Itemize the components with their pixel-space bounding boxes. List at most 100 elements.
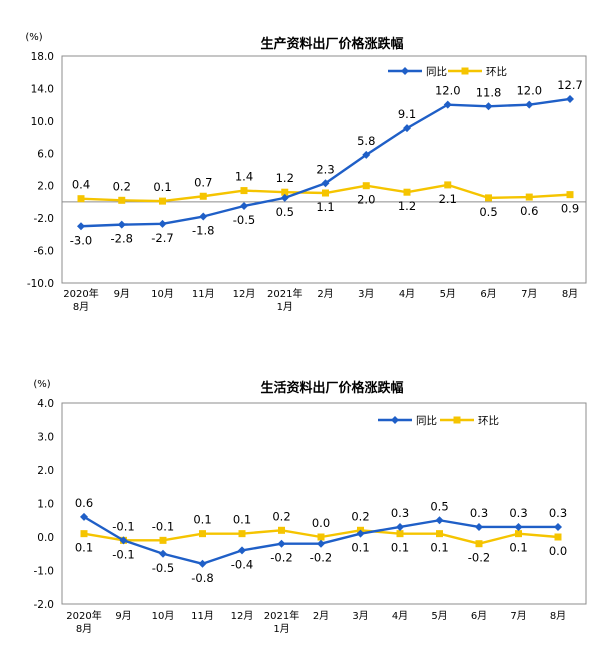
y-tick-label: -2.0 (34, 599, 55, 611)
data-point-yoy (525, 100, 534, 109)
x-tick-label: 9月 (115, 610, 131, 622)
x-tick-label: 2月 (317, 288, 333, 300)
x-tick-label: 5月 (440, 288, 456, 300)
data-label-mom: 2.0 (357, 193, 375, 207)
data-label-mom: 0.2 (351, 509, 369, 523)
data-point-yoy (484, 102, 493, 111)
data-label-mom: -0.1 (112, 519, 134, 533)
y-tick-label: 3.0 (37, 432, 54, 444)
data-label-mom: 0.1 (193, 513, 211, 527)
data-label-yoy: -0.5 (152, 561, 174, 575)
data-point-yoy (280, 193, 289, 202)
data-label-yoy: -0.1 (112, 547, 134, 561)
y-axis-unit: (%) (25, 32, 42, 43)
data-point-yoy (554, 522, 562, 531)
data-label-mom: 0.0 (312, 516, 330, 530)
data-point-yoy (396, 522, 404, 531)
data-point-mom (77, 195, 85, 203)
legend-label-yoy: 同比 (426, 65, 447, 78)
data-label-yoy: -0.4 (231, 557, 253, 571)
data-label-mom: 0.5 (479, 205, 497, 219)
data-point-mom (238, 530, 246, 538)
data-point-yoy (443, 100, 452, 109)
data-point-mom (317, 533, 325, 541)
data-point-yoy (435, 516, 444, 525)
data-point-yoy (119, 536, 128, 545)
y-tick-label: 18.0 (31, 51, 54, 63)
x-tick-label: 1月 (277, 301, 293, 313)
data-point-yoy (199, 212, 208, 221)
data-point-mom (159, 197, 166, 205)
data-label-mom: -0.2 (468, 551, 490, 565)
plot-frame (61, 402, 587, 605)
data-point-mom (525, 193, 533, 201)
y-tick-label: 0.0 (37, 532, 54, 544)
data-label-yoy: -0.8 (191, 571, 213, 585)
x-tick-label: 7月 (510, 610, 526, 622)
x-tick-label: 11月 (191, 610, 214, 622)
data-point-mom (515, 530, 522, 538)
data-label-mom: 0.4 (72, 178, 90, 192)
legend-label-mom: 环比 (486, 65, 507, 78)
data-point-yoy (566, 94, 574, 103)
y-tick-label: -1.0 (34, 566, 55, 578)
x-tick-label: 4月 (392, 610, 408, 622)
data-label-mom: 0.1 (233, 513, 251, 527)
data-point-mom (554, 533, 562, 541)
data-label-yoy: -2.7 (151, 231, 173, 245)
data-point-yoy (158, 219, 167, 228)
y-tick-label: -2.0 (34, 213, 55, 225)
y-tick-label: 2.0 (37, 181, 54, 193)
data-point-mom (118, 196, 126, 204)
data-point-yoy (317, 539, 325, 548)
x-tick-label: 8月 (562, 288, 578, 300)
data-label-mom: 0.7 (194, 175, 212, 189)
data-label-mom: 0.1 (391, 541, 409, 555)
y-tick-label: 14.0 (31, 83, 54, 95)
data-point-yoy (117, 220, 126, 229)
data-point-yoy (403, 124, 411, 133)
data-label-yoy: 0.3 (391, 506, 409, 520)
data-point-mom (444, 181, 452, 189)
data-label-yoy: -2.8 (111, 232, 133, 246)
legend-marker-mom (461, 67, 469, 75)
y-tick-label: 2.0 (37, 465, 54, 477)
data-label-yoy: 5.8 (357, 134, 375, 148)
data-point-mom (199, 530, 206, 538)
data-point-yoy (475, 522, 483, 531)
data-label-mom: 0.0 (549, 544, 567, 558)
data-label-yoy: 0.3 (509, 506, 527, 520)
x-tick-label: 5月 (431, 610, 447, 622)
data-point-mom (240, 187, 248, 195)
data-label-yoy: -0.5 (233, 213, 255, 227)
plot-frame (61, 55, 587, 284)
chart-title: 生活资料出厂价格涨跌幅 (260, 380, 403, 396)
data-point-mom (278, 526, 285, 534)
data-point-yoy (198, 559, 207, 568)
x-tick-label: 8月 (73, 301, 89, 313)
x-tick-label: 1月 (273, 623, 289, 635)
data-label-yoy: 0.5 (276, 205, 294, 219)
data-label-yoy: -0.2 (310, 551, 332, 565)
data-point-yoy (277, 539, 286, 548)
legend: 同比 环比 (388, 65, 507, 78)
data-point-yoy (356, 529, 365, 538)
data-label-mom: 0.2 (113, 179, 131, 193)
data-label-yoy: -0.2 (270, 551, 292, 565)
x-tick-label: 10月 (151, 288, 174, 300)
data-label-mom: 0.6 (520, 204, 538, 218)
data-point-yoy (238, 546, 246, 555)
data-label-yoy: 9.1 (398, 107, 416, 121)
data-point-mom (80, 530, 88, 538)
x-tick-label: 3月 (358, 288, 374, 300)
x-tick-label: 2021年 (264, 609, 299, 622)
data-label-yoy: 12.7 (557, 78, 583, 92)
data-point-mom (403, 188, 411, 196)
data-point-mom (362, 182, 370, 190)
data-point-yoy (80, 512, 88, 521)
data-label-yoy: -3.0 (70, 233, 92, 247)
legend: 同比 环比 (378, 414, 499, 427)
data-label-mom: 1.1 (316, 200, 334, 214)
data-label-mom: 0.2 (272, 509, 290, 523)
data-label-mom: 0.1 (509, 541, 527, 555)
